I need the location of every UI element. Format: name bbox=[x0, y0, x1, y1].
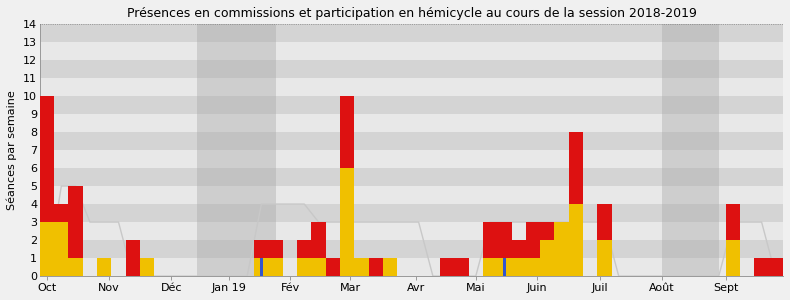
Bar bbox=[40, 168, 783, 186]
Bar bbox=[40, 204, 783, 222]
Bar bbox=[40, 78, 783, 96]
Bar bbox=[260, 258, 263, 276]
Bar bbox=[240, 24, 276, 276]
Bar bbox=[40, 96, 783, 114]
Bar bbox=[661, 24, 719, 276]
Bar bbox=[502, 258, 506, 276]
Bar bbox=[40, 258, 783, 276]
Bar bbox=[40, 222, 783, 240]
Bar bbox=[198, 24, 240, 276]
Title: Présences en commissions et participation en hémicycle au cours de la session 20: Présences en commissions et participatio… bbox=[126, 7, 697, 20]
Bar bbox=[40, 240, 783, 258]
Y-axis label: Séances par semaine: Séances par semaine bbox=[7, 90, 17, 210]
Bar bbox=[40, 60, 783, 78]
Bar bbox=[40, 42, 783, 60]
Bar bbox=[40, 114, 783, 132]
Bar bbox=[40, 150, 783, 168]
Bar bbox=[40, 132, 783, 150]
Bar bbox=[40, 24, 783, 42]
Bar bbox=[40, 186, 783, 204]
